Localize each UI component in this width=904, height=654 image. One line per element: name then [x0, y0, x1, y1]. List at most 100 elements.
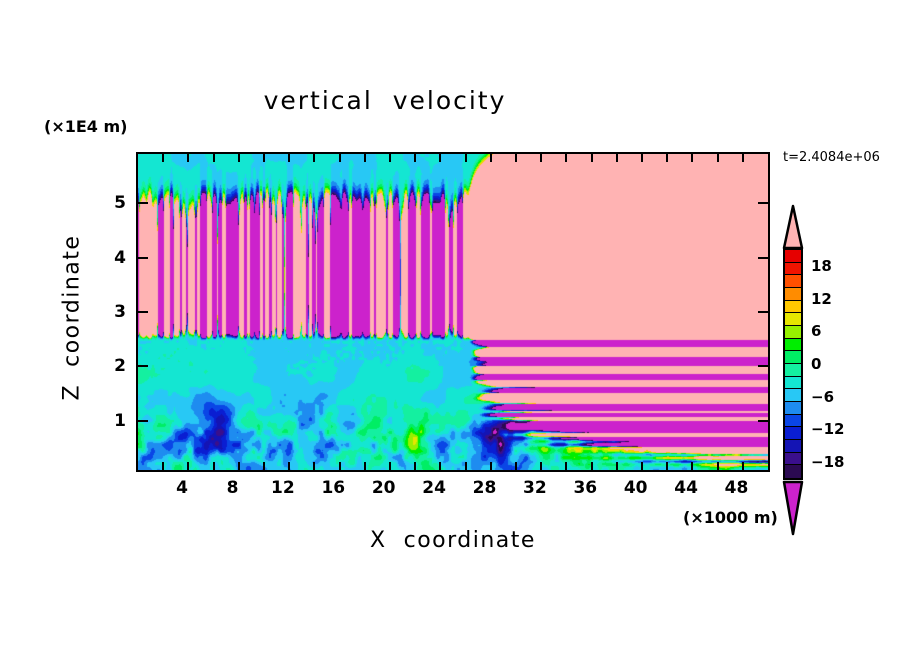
x-axis-minor-tick	[414, 462, 417, 470]
x-axis-minor-tick	[313, 154, 316, 162]
x-axis-minor-tick	[237, 462, 240, 470]
y-axis-tick	[758, 311, 768, 313]
colorbar-tick-label: −12	[811, 420, 845, 439]
x-axis-minor-tick	[741, 462, 744, 470]
colorbar-band	[785, 325, 801, 339]
colorbar-band	[785, 414, 801, 428]
x-axis-minor-tick	[691, 154, 694, 162]
colorbar-tick-label: 12	[811, 289, 832, 308]
y-axis-tick	[138, 419, 148, 422]
x-axis-minor-tick	[590, 462, 593, 470]
colorbar-band	[785, 313, 801, 326]
x-axis-minor-tick	[389, 154, 391, 162]
colorbar-tick-label: −6	[811, 387, 835, 406]
y-axis-tick-label: 4	[114, 247, 126, 268]
x-axis-minor-tick	[489, 462, 492, 470]
y-axis-tick-label: 3	[114, 302, 126, 322]
colorbar-band	[785, 275, 801, 288]
colorbar-band	[785, 465, 801, 478]
page-title: vertical velocity	[263, 86, 507, 115]
colorbar-band	[785, 439, 801, 453]
colorbar-band	[785, 389, 801, 402]
y-axis-tick	[138, 202, 148, 205]
contour-plot-area	[136, 152, 770, 472]
y-axis-tick	[138, 311, 148, 313]
x-axis-minor-tick	[439, 154, 442, 162]
y-axis-tick	[138, 256, 148, 259]
x-axis-minor-tick	[615, 154, 618, 162]
x-axis-minor-tick	[162, 462, 165, 470]
colorbar-band	[785, 250, 801, 263]
colorbar-band	[785, 427, 801, 440]
y-axis-tick-label: 1	[114, 410, 126, 431]
x-axis-minor-tick	[338, 462, 341, 470]
x-axis-tick-label: 48	[724, 478, 749, 498]
x-axis-minor-tick	[615, 462, 618, 470]
colorbar-band	[785, 363, 801, 377]
colorbar-over-arrow-icon	[782, 204, 804, 250]
x-axis-minor-tick	[263, 154, 265, 162]
colorbar-band	[785, 452, 801, 466]
x-axis-minor-tick	[741, 154, 744, 162]
y-axis-tick	[758, 202, 768, 205]
x-axis-minor-tick	[641, 462, 643, 470]
y-axis-tick	[138, 365, 148, 368]
x-axis-minor-tick	[414, 154, 417, 162]
colorbar-under-arrow-icon	[782, 480, 804, 536]
colorbar-band	[785, 300, 801, 314]
x-axis-tick-label: 32	[523, 478, 547, 498]
y-axis-unit-label: (×1E4 m)	[44, 117, 128, 136]
y-axis-tick-label: 5	[114, 193, 126, 214]
colorbar-band	[785, 376, 801, 390]
x-axis-tick-label: 36	[573, 478, 598, 498]
x-axis-minor-tick	[590, 154, 593, 162]
x-axis-minor-tick	[363, 462, 366, 470]
y-axis-tick	[758, 419, 768, 422]
x-axis-tick-label: 8	[226, 478, 239, 498]
colorbar-tick-label: 6	[811, 322, 822, 341]
x-axis-minor-tick	[162, 154, 165, 162]
colorbar-tick-label: 0	[811, 355, 822, 373]
x-axis-minor-tick	[691, 462, 694, 470]
x-axis-minor-tick	[540, 462, 543, 470]
x-axis-minor-tick	[187, 462, 190, 470]
x-axis-minor-tick	[237, 154, 240, 162]
colorbar-tick-label: 18	[811, 257, 832, 276]
x-axis-minor-tick	[389, 462, 391, 470]
x-axis-minor-tick	[439, 462, 442, 470]
x-axis-minor-tick	[716, 462, 719, 470]
x-axis-title: X coordinate	[370, 528, 536, 553]
x-axis-tick-label: 12	[271, 478, 295, 498]
x-axis-minor-tick	[464, 154, 467, 162]
x-axis-minor-tick	[288, 154, 291, 162]
timestamp-annotation: t=2.4084e+06	[783, 150, 880, 165]
y-axis-title: Z coordinate	[59, 234, 85, 401]
x-axis-minor-tick	[489, 154, 492, 162]
y-axis-tick	[758, 256, 768, 259]
x-axis-tick-label: 40	[623, 478, 648, 498]
x-axis-minor-tick	[565, 154, 568, 162]
colorbar-band	[785, 287, 801, 301]
y-axis-tick-label: 2	[114, 356, 126, 377]
vertical-velocity-field	[138, 154, 768, 470]
x-axis-minor-tick	[363, 154, 366, 162]
x-axis-minor-tick	[313, 462, 316, 470]
x-axis-minor-tick	[515, 154, 517, 162]
x-axis-minor-tick	[716, 154, 719, 162]
x-axis-minor-tick	[464, 462, 467, 470]
colorbar-band	[785, 338, 801, 352]
y-axis-tick	[758, 365, 768, 368]
colorbar-tick-label: −18	[811, 452, 845, 471]
x-axis-minor-tick	[212, 462, 215, 470]
colorbar-band	[785, 262, 801, 276]
x-axis-minor-tick	[263, 462, 265, 470]
x-axis-tick-label: 16	[321, 478, 346, 498]
x-axis-unit-label: (×1000 m)	[683, 508, 778, 527]
x-axis-tick-label: 28	[472, 478, 497, 498]
x-axis-minor-tick	[666, 462, 669, 470]
colorbar-band	[785, 401, 801, 415]
x-axis-tick-label: 4	[176, 478, 189, 498]
x-axis-tick-label: 20	[371, 478, 396, 498]
x-axis-tick-label: 44	[674, 478, 698, 498]
